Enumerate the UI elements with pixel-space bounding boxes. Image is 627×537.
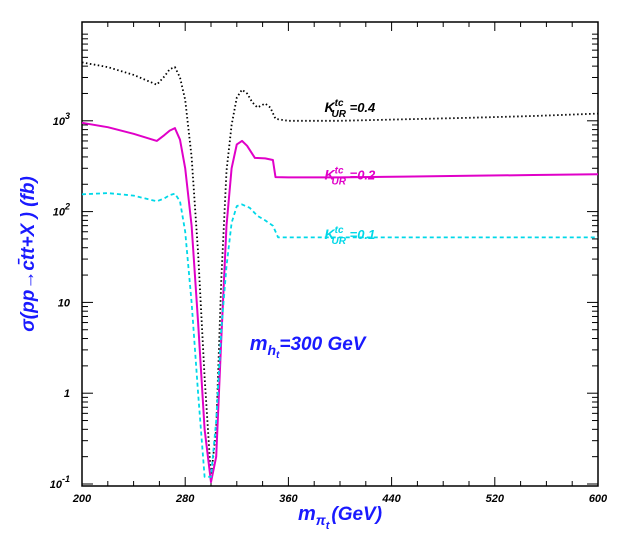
mass-annotation: mht=300 GeV	[250, 333, 367, 361]
y-tick-label: 1	[64, 388, 70, 400]
x-tick-label: 520	[486, 493, 505, 505]
series-label: Ktc UR =0.1	[325, 225, 376, 247]
x-tick-label: 200	[72, 493, 92, 505]
plot-frame	[81, 21, 599, 487]
y-axis-title: σ(pp→c̄tt+X ) (fb)	[18, 176, 39, 332]
y-tick-labels: 10-1 1 10 102 103	[50, 111, 71, 491]
x-tick-label: 440	[381, 493, 401, 505]
series-line	[81, 192, 598, 478]
y-tick-label: 10-1	[50, 474, 70, 491]
x-tick-label: 280	[175, 493, 195, 505]
y-tick-label: 102	[53, 202, 70, 219]
series-line	[81, 121, 599, 484]
y-tick-label: 103	[53, 111, 70, 128]
series-label: Ktc UR =0.4	[325, 98, 377, 120]
series-labels: Ktc UR =0.4 Ktc UR =0.2 Ktc UR =0.1	[325, 98, 377, 247]
series-line	[81, 61, 599, 478]
series-lines	[81, 61, 599, 484]
x-axis-title: mπt(GeV)	[298, 503, 382, 532]
x-tick-labels: 200 280 360 440 520 600	[72, 493, 608, 505]
y-tick-label: 10	[58, 297, 71, 309]
x-tick-label: 600	[589, 493, 608, 505]
x-tick-label: 360	[279, 493, 298, 505]
tick-marks	[81, 22, 599, 486]
series-label: Ktc UR =0.2	[325, 166, 377, 188]
